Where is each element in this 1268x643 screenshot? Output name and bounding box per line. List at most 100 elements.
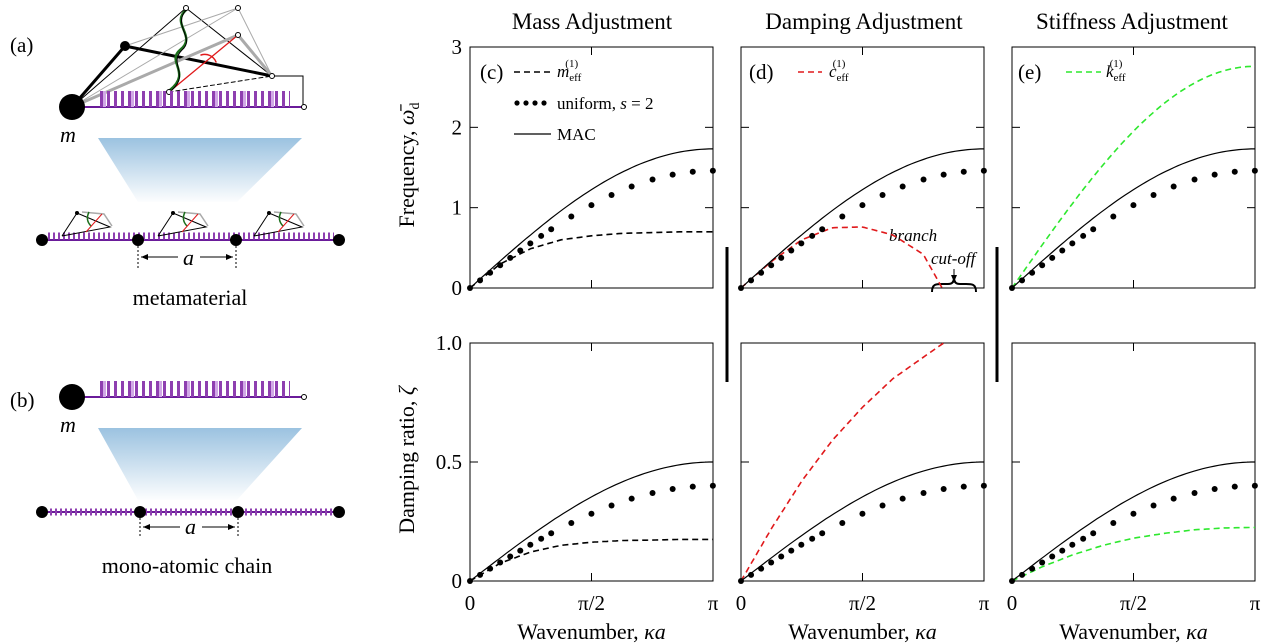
series-point: [689, 483, 696, 490]
y-tick-label: 1: [452, 196, 463, 220]
subplot-2: [1009, 46, 1258, 291]
branch-cutoff-annotation: branch cut-off: [889, 226, 978, 293]
caption-metamaterial: metamaterial: [133, 285, 248, 310]
series-point: [960, 168, 967, 175]
series-point: [1110, 213, 1117, 220]
subplot-5: 0 π/2 π Wavenumber, κa: [1007, 342, 1261, 643]
series-point: [1090, 530, 1097, 537]
series-point: [778, 254, 785, 261]
fan-top: [98, 138, 302, 202]
plot-frame: [740, 342, 985, 582]
series-point: [1080, 232, 1087, 239]
series-point: [899, 495, 906, 502]
series-line: [740, 461, 984, 582]
series-point: [1019, 571, 1026, 578]
series-point: [1049, 553, 1056, 560]
mass-circle-bottom: [59, 384, 85, 410]
series-point: [1090, 226, 1097, 233]
subplot-4: 0 π/2 π Wavenumber, κa: [736, 342, 990, 643]
series-point: [809, 535, 816, 542]
series-point: [788, 247, 795, 254]
series-point: [497, 559, 504, 566]
series-point: [497, 262, 504, 269]
series-point: [1039, 559, 1046, 566]
x-tick-label: π/2: [578, 591, 605, 615]
y-tick-label: 1.0: [436, 331, 462, 355]
series-point: [768, 262, 775, 269]
series-point: [839, 213, 846, 220]
mass-label-bottom: m: [60, 412, 76, 437]
series-point: [839, 520, 846, 527]
plot-frame: [469, 46, 714, 289]
series-point: [940, 171, 947, 178]
legend-c: meff(1) uniform, s = 2 MAC: [514, 58, 654, 144]
series-point: [1211, 171, 1218, 178]
ylabel-damping: Damping ratio, ζ: [394, 384, 419, 534]
series-point: [588, 510, 595, 517]
series-point: [798, 541, 805, 548]
series-point: [980, 167, 987, 174]
series-point: [788, 547, 795, 554]
series-point: [1080, 535, 1087, 542]
series-point: [709, 482, 716, 489]
subplot-0: 0 1 2 3: [452, 35, 716, 300]
series-point: [819, 530, 826, 537]
chain-metamaterial: [36, 211, 345, 268]
x-tick-label: π: [1250, 591, 1261, 615]
series-point: [1059, 547, 1066, 554]
series-point: [899, 183, 906, 190]
series-point: [809, 232, 816, 239]
mass-circle-top: [59, 94, 85, 120]
series-point: [669, 486, 676, 493]
fan-bottom: [98, 428, 302, 500]
series-point: [1150, 192, 1157, 199]
x-tick-label: π: [708, 591, 719, 615]
legend-uniform: uniform, s = 2: [557, 94, 654, 113]
series-point: [1069, 240, 1076, 247]
legend-k-eff: keff(1): [1106, 58, 1126, 84]
series-point: [960, 483, 967, 490]
series-point: [628, 495, 635, 502]
truss-large-unit: [70, 5, 304, 109]
series-line: [740, 226, 943, 289]
series-point: [669, 171, 676, 178]
x-axis-label: Wavenumber, κa: [788, 619, 936, 643]
x-tick-label: π/2: [1120, 591, 1147, 615]
series-point: [1211, 486, 1218, 493]
series-line: [1011, 461, 1255, 582]
series-point: [980, 482, 987, 489]
x-tick-label: π/2: [849, 591, 876, 615]
series-point: [798, 240, 805, 247]
cutoff-brace: [931, 277, 977, 293]
legend-mac: MAC: [557, 125, 596, 144]
legend-m-eff: meff(1): [557, 58, 582, 84]
x-axis-label: Wavenumber, κa: [1059, 619, 1207, 643]
series-point: [1039, 262, 1046, 269]
schematic-mono-atomic: (b) m a mono-atomic chain: [10, 381, 345, 578]
series-point: [940, 486, 947, 493]
series-point: [1251, 167, 1258, 174]
y-tick-label: 3: [452, 35, 463, 59]
series-point: [920, 176, 927, 183]
caption-mono-atomic: mono-atomic chain: [102, 553, 272, 578]
series-line: [740, 342, 945, 582]
legend-c-eff: ceff(1): [829, 58, 849, 84]
series-point: [1110, 520, 1117, 527]
annotation-cutoff: cut-off: [931, 249, 978, 268]
series-point: [748, 277, 755, 284]
series-point: [748, 571, 755, 578]
series-line: [1011, 526, 1255, 582]
series-point: [1130, 510, 1137, 517]
series-line: [740, 148, 984, 289]
series-point: [920, 489, 927, 496]
series-point: [1069, 541, 1076, 548]
series-point: [1231, 483, 1238, 490]
series-point: [879, 192, 886, 199]
series-point: [548, 226, 555, 233]
legend-e: keff(1): [1066, 58, 1126, 84]
series-point: [1130, 202, 1137, 209]
schematic-metamaterial: (a): [10, 5, 345, 310]
series-point: [1049, 254, 1056, 261]
